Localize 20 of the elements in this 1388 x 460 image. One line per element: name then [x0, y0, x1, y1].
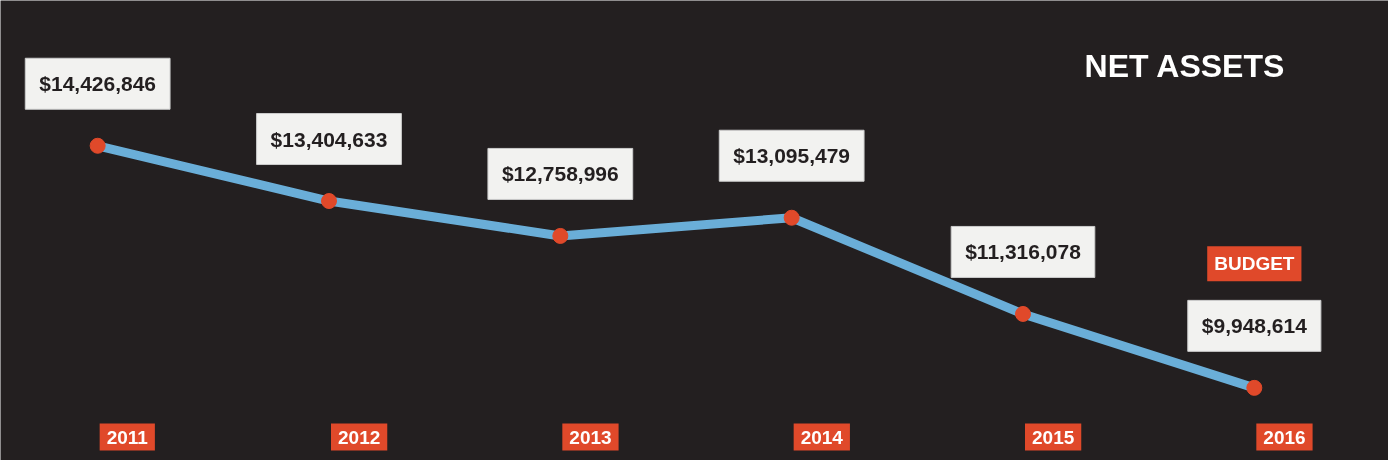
point	[783, 209, 800, 226]
annotation: BUDGET	[1214, 253, 1295, 275]
point	[1014, 305, 1031, 322]
data-label: $13,404,633	[270, 127, 388, 151]
point	[89, 137, 106, 154]
x-tick-label: 2016	[1263, 426, 1306, 448]
data-label: $13,095,479	[733, 144, 851, 168]
x-tick-label: 2013	[569, 426, 612, 448]
point	[552, 227, 569, 244]
x-tick-label: 2014	[800, 426, 844, 448]
data-label: $14,426,846	[39, 72, 157, 96]
point	[320, 193, 337, 210]
data-label: $12,758,996	[501, 162, 619, 186]
x-tick-label: 2015	[1031, 426, 1075, 448]
x-tick-label: 2012	[337, 426, 381, 448]
data-label: $9,948,614	[1201, 314, 1308, 338]
data-label: $11,316,078	[965, 240, 1082, 264]
x-tick-label: 2011	[106, 426, 149, 448]
point	[1246, 379, 1263, 396]
chart-title: NET ASSETS	[1084, 47, 1285, 84]
